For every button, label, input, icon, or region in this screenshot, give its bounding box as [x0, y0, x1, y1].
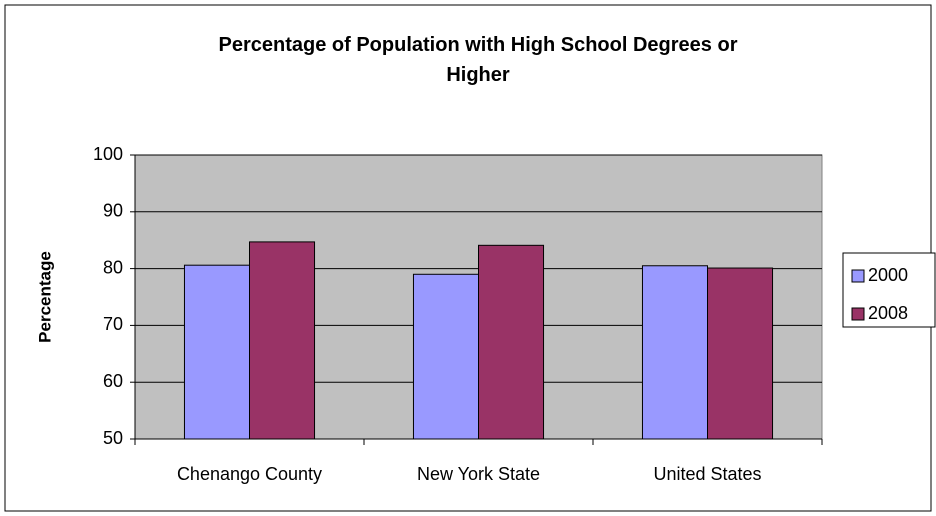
legend-label: 2008 [868, 303, 908, 323]
x-tick-label: Chenango County [177, 464, 322, 484]
bar [641, 265, 708, 440]
legend-label: 2000 [868, 265, 908, 285]
y-tick-label: 70 [103, 314, 123, 334]
y-tick-label: 50 [103, 428, 123, 448]
y-tick-label: 80 [103, 257, 123, 277]
legend-swatch [851, 307, 865, 321]
y-tick-label: 100 [93, 144, 123, 164]
x-tick-label: United States [653, 464, 761, 484]
bar [183, 264, 251, 440]
bar [707, 267, 774, 440]
legend-swatch [851, 269, 865, 283]
bar [412, 273, 479, 440]
bar [249, 241, 316, 440]
chart-title: Percentage of Population with High Schoo… [218, 34, 738, 86]
x-tick-label: New York State [417, 464, 540, 484]
y-tick-label: 60 [103, 371, 123, 391]
y-tick-label: 90 [103, 201, 123, 221]
bar [478, 244, 545, 440]
y-axis-label: Percentage [35, 251, 54, 343]
